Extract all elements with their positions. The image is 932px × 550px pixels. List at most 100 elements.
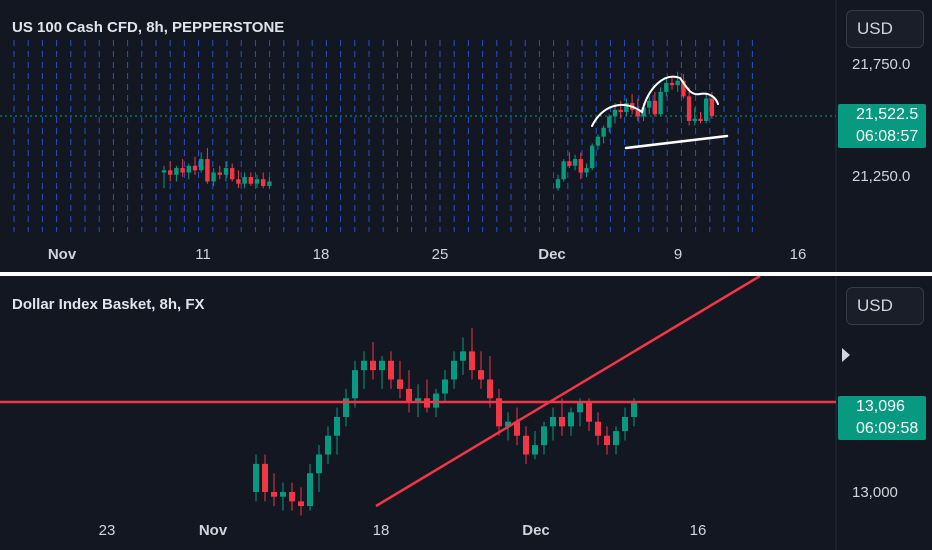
candle-body xyxy=(267,181,272,186)
top-chart-title: US 100 Cash CFD, 8h, PEPPERSTONE xyxy=(12,19,285,36)
candle-body xyxy=(433,393,439,408)
candle-body xyxy=(388,360,394,380)
candle-body xyxy=(192,165,198,171)
candle-body xyxy=(307,473,313,507)
candle-body xyxy=(370,360,376,371)
candle-body xyxy=(613,431,619,446)
candle-body xyxy=(379,360,385,371)
bottom-currency-button[interactable]: USD xyxy=(846,287,924,325)
candle-body xyxy=(652,100,658,115)
candle-body xyxy=(692,118,697,121)
candle-body xyxy=(451,360,457,380)
bottom-bar-countdown: 06:09:58 xyxy=(856,420,919,437)
bottom-x-label: Dec xyxy=(522,522,550,539)
candle-body xyxy=(698,118,703,121)
candle-body xyxy=(658,91,663,115)
candle-body xyxy=(709,98,715,116)
bottom-chart-pane[interactable] xyxy=(0,276,932,550)
neckline-trendline xyxy=(624,134,729,150)
candle-body xyxy=(280,492,286,497)
bottom-x-label: 23 xyxy=(98,522,116,539)
bottom-last-price: 13,096 xyxy=(856,398,905,415)
top-x-label: 18 xyxy=(312,246,330,263)
candle-body xyxy=(635,109,640,117)
candle-body xyxy=(631,402,637,417)
candle-body xyxy=(567,161,572,166)
candle-body xyxy=(664,82,669,92)
candle-body xyxy=(186,165,191,173)
candle-body xyxy=(248,177,253,184)
candle-body xyxy=(289,492,295,502)
top-price-tag: 21,522.5 06:08:57 xyxy=(838,104,926,148)
candle-body xyxy=(555,179,561,189)
top-x-label: Nov xyxy=(47,246,77,263)
top-x-label: 9 xyxy=(673,246,683,263)
candle-body xyxy=(578,159,583,173)
candle-body xyxy=(647,100,652,108)
candle-body xyxy=(514,421,520,436)
candle-body xyxy=(397,379,403,389)
bottom-price-tag: 13,096 06:09:58 xyxy=(838,396,926,440)
candle-body xyxy=(478,370,484,380)
candle-body xyxy=(496,398,502,427)
candle-body xyxy=(236,179,241,184)
top-y-label: 21,750.0 xyxy=(852,56,911,73)
candle-body xyxy=(343,398,349,417)
candle-body xyxy=(505,421,511,427)
candle-body xyxy=(205,159,210,182)
candle-body xyxy=(442,379,448,394)
candle-body xyxy=(325,435,331,455)
top-chart-pane[interactable] xyxy=(0,0,932,272)
candle-body xyxy=(460,351,466,361)
rising-trendline xyxy=(375,276,761,508)
top-x-label: 25 xyxy=(431,246,449,263)
candle-body xyxy=(217,172,222,175)
candle-body xyxy=(223,168,229,175)
candle-body xyxy=(532,445,538,455)
top-x-label: 16 xyxy=(789,246,807,263)
top-last-price: 21,522.5 xyxy=(856,106,919,123)
candle-body xyxy=(572,159,578,166)
top-x-label: Dec xyxy=(538,246,566,263)
candle-body xyxy=(568,412,574,427)
candle-body xyxy=(595,136,601,146)
candle-body xyxy=(254,179,260,184)
candle-body xyxy=(641,107,646,117)
candle-body xyxy=(612,109,618,117)
candle-body xyxy=(622,417,628,432)
candle-body xyxy=(174,168,179,175)
top-x-label: 11 xyxy=(195,246,211,263)
bottom-y-label: 13,000 xyxy=(852,484,898,501)
pane-separator[interactable] xyxy=(0,272,932,276)
candle-body xyxy=(669,82,675,86)
top-y-label: 21,250.0 xyxy=(852,168,911,185)
candle-body xyxy=(604,435,610,446)
candle-body xyxy=(686,96,692,121)
top-bar-countdown: 06:08:57 xyxy=(856,128,919,145)
top-currency-button[interactable]: USD xyxy=(846,10,924,48)
candle-body xyxy=(168,170,173,175)
candle-body xyxy=(262,463,268,492)
bottom-chart-svg[interactable] xyxy=(0,276,932,550)
candle-body xyxy=(271,492,277,497)
candle-body xyxy=(253,463,259,492)
candle-body xyxy=(469,351,475,371)
candle-body xyxy=(681,80,686,97)
candle-body xyxy=(298,501,304,507)
top-chart-svg[interactable] xyxy=(0,0,932,272)
candle-body xyxy=(618,109,623,113)
candle-body xyxy=(406,388,412,403)
candle-body xyxy=(230,168,235,180)
candle-body xyxy=(161,170,167,173)
bottom-chart-title: Dollar Index Basket, 8h, FX xyxy=(12,296,205,313)
candle-body xyxy=(624,103,629,113)
expand-arrow-icon[interactable] xyxy=(842,348,850,362)
candle-body xyxy=(316,454,322,474)
candle-body xyxy=(334,417,340,436)
candle-body xyxy=(577,402,583,413)
candle-body xyxy=(487,379,493,399)
candle-body xyxy=(607,116,612,128)
bottom-x-label: Nov xyxy=(198,522,228,539)
candle-body xyxy=(180,168,185,173)
candle-body xyxy=(559,417,565,427)
